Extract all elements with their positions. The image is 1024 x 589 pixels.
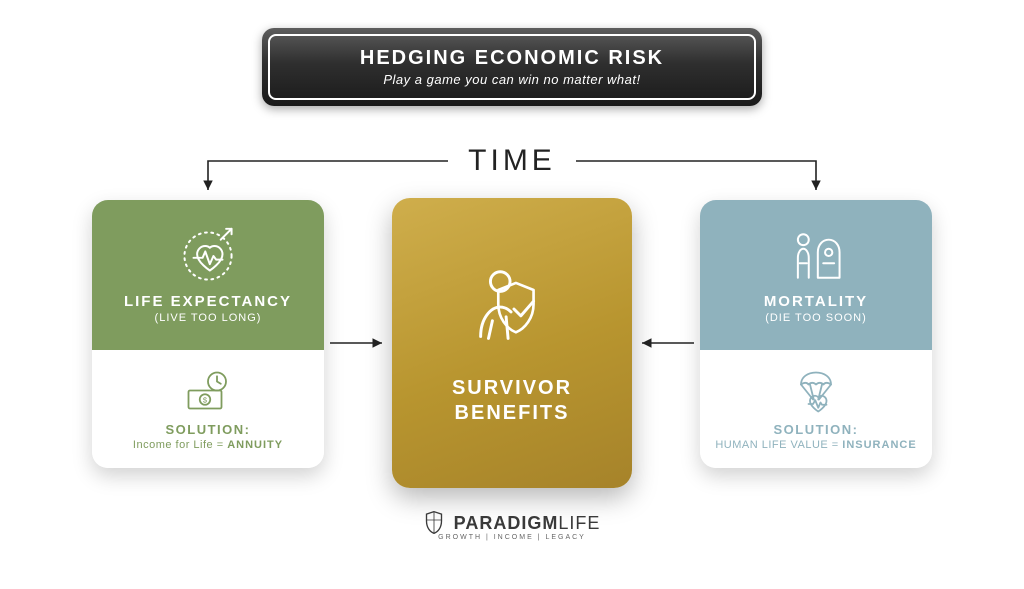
footer-brand: PARADIGMLIFE	[454, 513, 601, 534]
arrow-right-to-center-icon	[0, 0, 1024, 589]
footer-brand-light: LIFE	[558, 513, 600, 533]
footer-logo: PARADIGMLIFE GROWTH | INCOME | LEGACY	[0, 510, 1024, 536]
footer-tagline: GROWTH | INCOME | LEGACY	[0, 534, 1024, 541]
shield-logo-icon	[424, 510, 444, 536]
footer-brand-bold: PARADIGM	[454, 513, 559, 533]
